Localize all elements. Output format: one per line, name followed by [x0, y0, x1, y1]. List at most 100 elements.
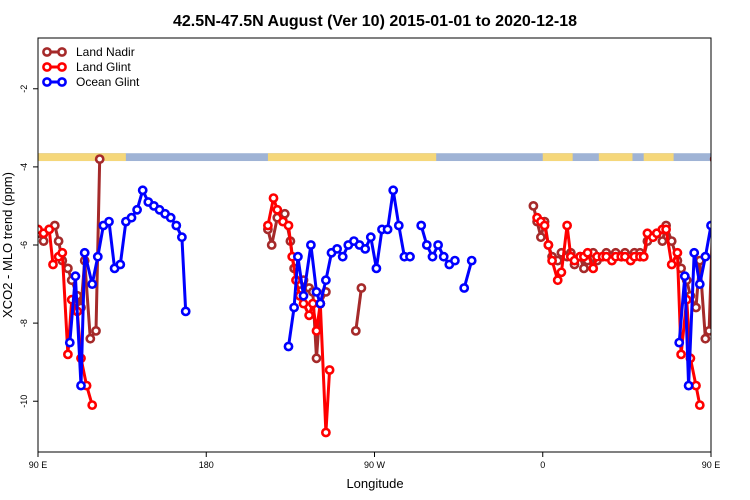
y-tick-label-0: -2 [19, 85, 29, 93]
land-band-5 [711, 153, 750, 161]
land-glint-point-2-2 [539, 220, 550, 231]
ocean-glint-line-1 [287, 188, 410, 347]
ocean-glint-point-0-21 [180, 306, 191, 317]
ocean-glint-point-1-7 [320, 275, 331, 286]
land-nadir-point-1-10 [311, 353, 322, 364]
ocean-glint-point-0-1 [70, 271, 81, 282]
y-axis-label: XCO2 - MLO trend (ppm) [0, 172, 15, 318]
land-nadir-point-0-1 [38, 236, 49, 246]
x-tick-label-1: 180 [199, 460, 214, 470]
land-nadir-point-3-40 [709, 155, 711, 163]
ocean-glint-point-0-13 [137, 185, 148, 196]
ocean-glint-point-0-20 [176, 232, 187, 243]
series-land-glint [38, 193, 705, 438]
ocean-glint-point-0-19 [171, 220, 182, 231]
x-tick-label-0: 90 E [29, 460, 48, 470]
land-glint-point-1-11 [311, 325, 322, 336]
legend-label-land-nadir: Land Nadir [76, 45, 135, 59]
land-glint-point-2-6 [556, 267, 567, 278]
land-glint-point-1-2 [272, 204, 283, 215]
legend-marker-land-nadir-b [57, 47, 67, 57]
land-ocean-strip [38, 153, 750, 162]
ocean-glint-point-0-11 [126, 212, 137, 223]
x-axis-label: Longitude [346, 476, 403, 491]
land-nadir-point-2-0 [350, 325, 361, 336]
ocean-glint-point-1-4 [305, 240, 316, 250]
ocean-glint-line-4 [677, 223, 711, 388]
x-tick-label-3: 0 [540, 460, 545, 470]
land-glint-line-2 [536, 216, 702, 406]
land-glint-point-2-30 [666, 259, 677, 270]
ocean-glint-point-1-18 [382, 224, 393, 235]
land-glint-point-0-6 [63, 349, 73, 360]
ocean-glint-point-0-5 [92, 251, 103, 262]
land-glint-point-2-4 [547, 255, 557, 266]
land-glint-point-1-13 [320, 427, 331, 438]
ocean-glint-point-0-7 [104, 216, 114, 227]
land-nadir-point-1-3 [279, 208, 290, 219]
ocean-glint-point-3-1 [466, 255, 477, 266]
ocean-glint-point-0-4 [87, 279, 98, 289]
land-glint-point-2-24 [638, 251, 649, 262]
ocean-glint-point-4-1 [679, 271, 690, 282]
ocean-glint-point-4-8 [719, 265, 726, 272]
ocean-glint-point-2-4 [438, 251, 449, 262]
land-nadir-point-0-4 [53, 236, 64, 246]
land-glint-point-2-3 [543, 240, 554, 250]
ocean-glint-point-1-1 [289, 302, 299, 313]
legend-label-ocean-glint: Ocean Glint [76, 75, 140, 89]
ocean-glint-point-1-15 [365, 232, 376, 243]
x-tick-label-2: 90 W [364, 460, 386, 470]
land-glint-line-1 [266, 196, 332, 434]
ocean-glint-point-1-3 [298, 290, 309, 301]
plot-frame [37, 37, 712, 453]
land-glint-point-1-14 [324, 365, 335, 375]
ocean-glint-point-1-14 [360, 243, 371, 254]
land-glint-point-2-7 [562, 220, 572, 231]
legend-marker-land-glint-a [42, 62, 52, 72]
land-glint-point-2-12 [582, 247, 593, 258]
land-nadir-point-3-12 [579, 263, 589, 274]
land-nadir-point-3-2 [536, 232, 546, 243]
ocean-glint-point-1-10 [337, 251, 348, 262]
land-nadir-point-1-1 [266, 240, 277, 250]
land-band-0 [38, 153, 126, 162]
land-nadir-point-3-0 [528, 200, 539, 211]
ocean-glint-point-1-2 [292, 251, 303, 262]
ocean-glint-point-2-2 [427, 251, 438, 262]
land-nadir-point-0-6 [63, 263, 73, 274]
ocean-glint-point-1-22 [405, 251, 415, 262]
ocean-glint-point-4-0 [674, 337, 685, 348]
legend-marker-land-glint-b [57, 62, 67, 72]
legend-item-land-glint: Land Glint [42, 60, 131, 74]
land-glint-point-1-9 [304, 310, 314, 321]
y-tick-label-2: -6 [19, 241, 29, 249]
ocean-glint-point-4-9 [724, 261, 731, 268]
land-glint-point-2-32 [676, 349, 686, 360]
ocean-glint-point-4-6 [706, 220, 711, 231]
ocean-glint-point-1-19 [388, 185, 399, 196]
y-axis: -2 -4 -6 -8 -10 [19, 85, 38, 408]
ocean-glint-point-2-6 [449, 255, 460, 266]
ocean-glint-point-0-9 [115, 259, 126, 270]
ocean-glint-point-4-7 [713, 218, 720, 225]
land-glint-point-0-2 [44, 224, 55, 235]
series-ocean-glint [64, 185, 731, 391]
chart-title: 42.5N-47.5N August (Ver 10) 2015-01-01 t… [173, 13, 577, 30]
ocean-glint-point-3-0 [459, 283, 470, 293]
ocean-glint-point-4-3 [689, 247, 700, 258]
land-glint-point-0-5 [57, 247, 68, 258]
land-glint-point-0-3 [48, 259, 58, 270]
legend-item-ocean-glint: Ocean Glint [42, 75, 140, 89]
land-nadir-point-3-39 [704, 326, 711, 336]
land-glint-point-1-4 [283, 220, 294, 231]
x-tick-label-4: 90 E [702, 460, 721, 470]
ocean-glint-point-2-1 [421, 240, 432, 250]
series-layer [38, 154, 731, 438]
land-glint-point-2-13 [588, 263, 599, 274]
ocean-glint-point-0-2 [76, 380, 86, 391]
land-glint-point-1-1 [268, 193, 279, 203]
land-glint-point-2-36 [694, 400, 705, 410]
